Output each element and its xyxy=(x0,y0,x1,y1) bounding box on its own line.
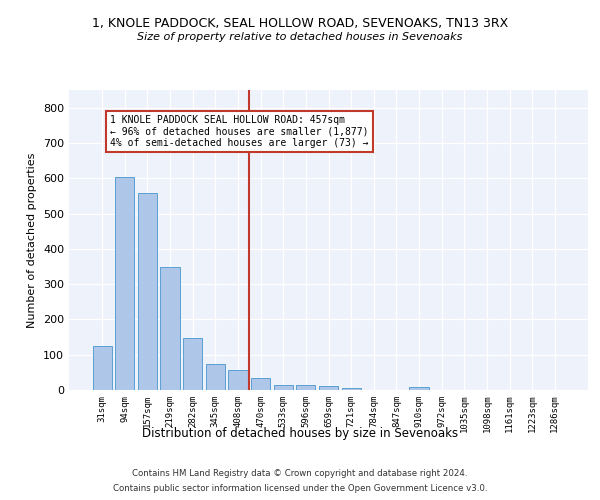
Bar xyxy=(409,387,428,390)
Bar xyxy=(115,177,134,390)
Text: Size of property relative to detached houses in Sevenoaks: Size of property relative to detached ho… xyxy=(137,32,463,42)
Bar xyxy=(183,338,202,390)
Bar xyxy=(296,386,316,390)
Bar xyxy=(206,364,225,390)
Bar xyxy=(251,378,270,390)
Text: Distribution of detached houses by size in Sevenoaks: Distribution of detached houses by size … xyxy=(142,428,458,440)
Text: Contains HM Land Registry data © Crown copyright and database right 2024.: Contains HM Land Registry data © Crown c… xyxy=(132,469,468,478)
Text: 1, KNOLE PADDOCK, SEAL HOLLOW ROAD, SEVENOAKS, TN13 3RX: 1, KNOLE PADDOCK, SEAL HOLLOW ROAD, SEVE… xyxy=(92,18,508,30)
Bar xyxy=(341,388,361,390)
Y-axis label: Number of detached properties: Number of detached properties xyxy=(28,152,37,328)
Bar xyxy=(229,370,248,390)
Bar xyxy=(138,194,157,390)
Bar xyxy=(274,385,293,390)
Bar xyxy=(160,267,180,390)
Bar xyxy=(319,386,338,390)
Bar xyxy=(92,346,112,390)
Text: Contains public sector information licensed under the Open Government Licence v3: Contains public sector information licen… xyxy=(113,484,487,493)
Text: 1 KNOLE PADDOCK SEAL HOLLOW ROAD: 457sqm
← 96% of detached houses are smaller (1: 1 KNOLE PADDOCK SEAL HOLLOW ROAD: 457sqm… xyxy=(110,114,368,148)
